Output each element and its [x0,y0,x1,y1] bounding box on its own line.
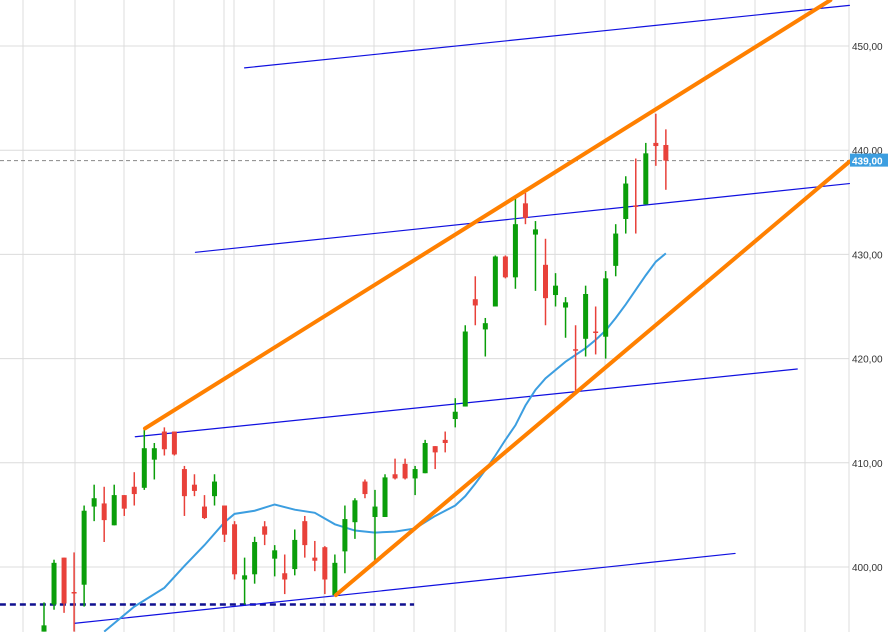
channel-lines [74,4,851,624]
candle-body-up [603,278,609,337]
candle-body-up [212,481,218,497]
candle-body-up [272,550,278,559]
candle-body-down [502,256,508,278]
candle-body-up [422,443,428,474]
candle-body-down [432,446,438,453]
candle-body-up [342,519,348,552]
candle-body-up [412,469,418,479]
candle-body-down [222,505,228,535]
y-tick-label: 420,00 [852,355,883,366]
candle-body-up [623,183,629,219]
candle-body-down [161,431,167,450]
current-price-bg [850,153,888,167]
candle-body-up [41,625,47,632]
candle-body-up [462,331,468,407]
candle-body-up [81,510,87,585]
candle-body-down [201,506,207,519]
candle-body-up [532,229,538,235]
candles [41,113,669,632]
candle-body-up [242,575,248,580]
candle-body-down [71,592,77,594]
channel-line [194,182,851,253]
candle-body-up [613,233,619,266]
candle-body-down [262,526,268,535]
y-axis: 450,00 440,00 430,00 420,00 410,00 400,00 [848,0,883,632]
trend-line [143,0,833,431]
grid [0,0,849,632]
current-price-label: 439,00 [852,157,883,168]
candle-body-down [282,573,288,580]
candle-body-down [442,439,448,444]
y-tick-label: 430,00 [852,250,883,261]
candle-body-down [191,484,197,491]
moving-average-line [103,252,667,632]
candle-body-down [312,557,318,561]
candle-body-up [91,498,97,507]
trend-lines [143,0,852,598]
candle-body-down [302,521,308,546]
candle-body-up [292,539,298,570]
candle-body-up [482,323,488,330]
candle-body-down [522,203,528,218]
candle-body-down [232,524,238,575]
candle-body-up [382,477,388,517]
candle-body-down [573,349,579,351]
candle-body-down [633,205,639,207]
candle-body-down [121,495,127,509]
candle-body-down [472,299,478,306]
candle-body-up [252,541,258,575]
candle-body-down [101,503,107,521]
y-tick-label: 440,00 [852,146,883,157]
y-tick-label: 450,00 [852,42,883,53]
candle-body-down [392,474,398,479]
candle-body-down [171,431,177,455]
candle-body-down [543,264,548,299]
candle-body-up [111,495,117,526]
candle-body-down [362,481,368,495]
candle-body-down [61,557,67,604]
candle-body-down [402,463,408,479]
candle-body-up [512,224,518,278]
candle-body-up [643,153,649,205]
candle-body-down [593,331,599,334]
candle-body-down [653,142,659,147]
moving-average [103,252,667,632]
trend-line [333,159,852,598]
candle-body-up [583,293,589,339]
candle-body-up [332,562,338,596]
candle-body-up [51,562,57,605]
candle-body-down [131,486,137,495]
candle-body-up [372,506,378,517]
current-price-tag: 439,00 [850,153,888,168]
candle-body-down [663,144,669,161]
candle-body-up [563,302,569,308]
y-tick-label: 410,00 [852,459,883,470]
candle-body-up [141,448,147,488]
channel-line [74,552,736,624]
candle-body-up [492,256,498,307]
candle-body-up [352,500,358,523]
channel-line [244,4,851,69]
candle-body-up [553,285,559,296]
candle-body-up [151,448,157,460]
candle-body-down [181,469,187,497]
candle-body-down [322,547,328,580]
y-tick-label: 400,00 [852,563,883,574]
candle-body-up [452,411,458,420]
